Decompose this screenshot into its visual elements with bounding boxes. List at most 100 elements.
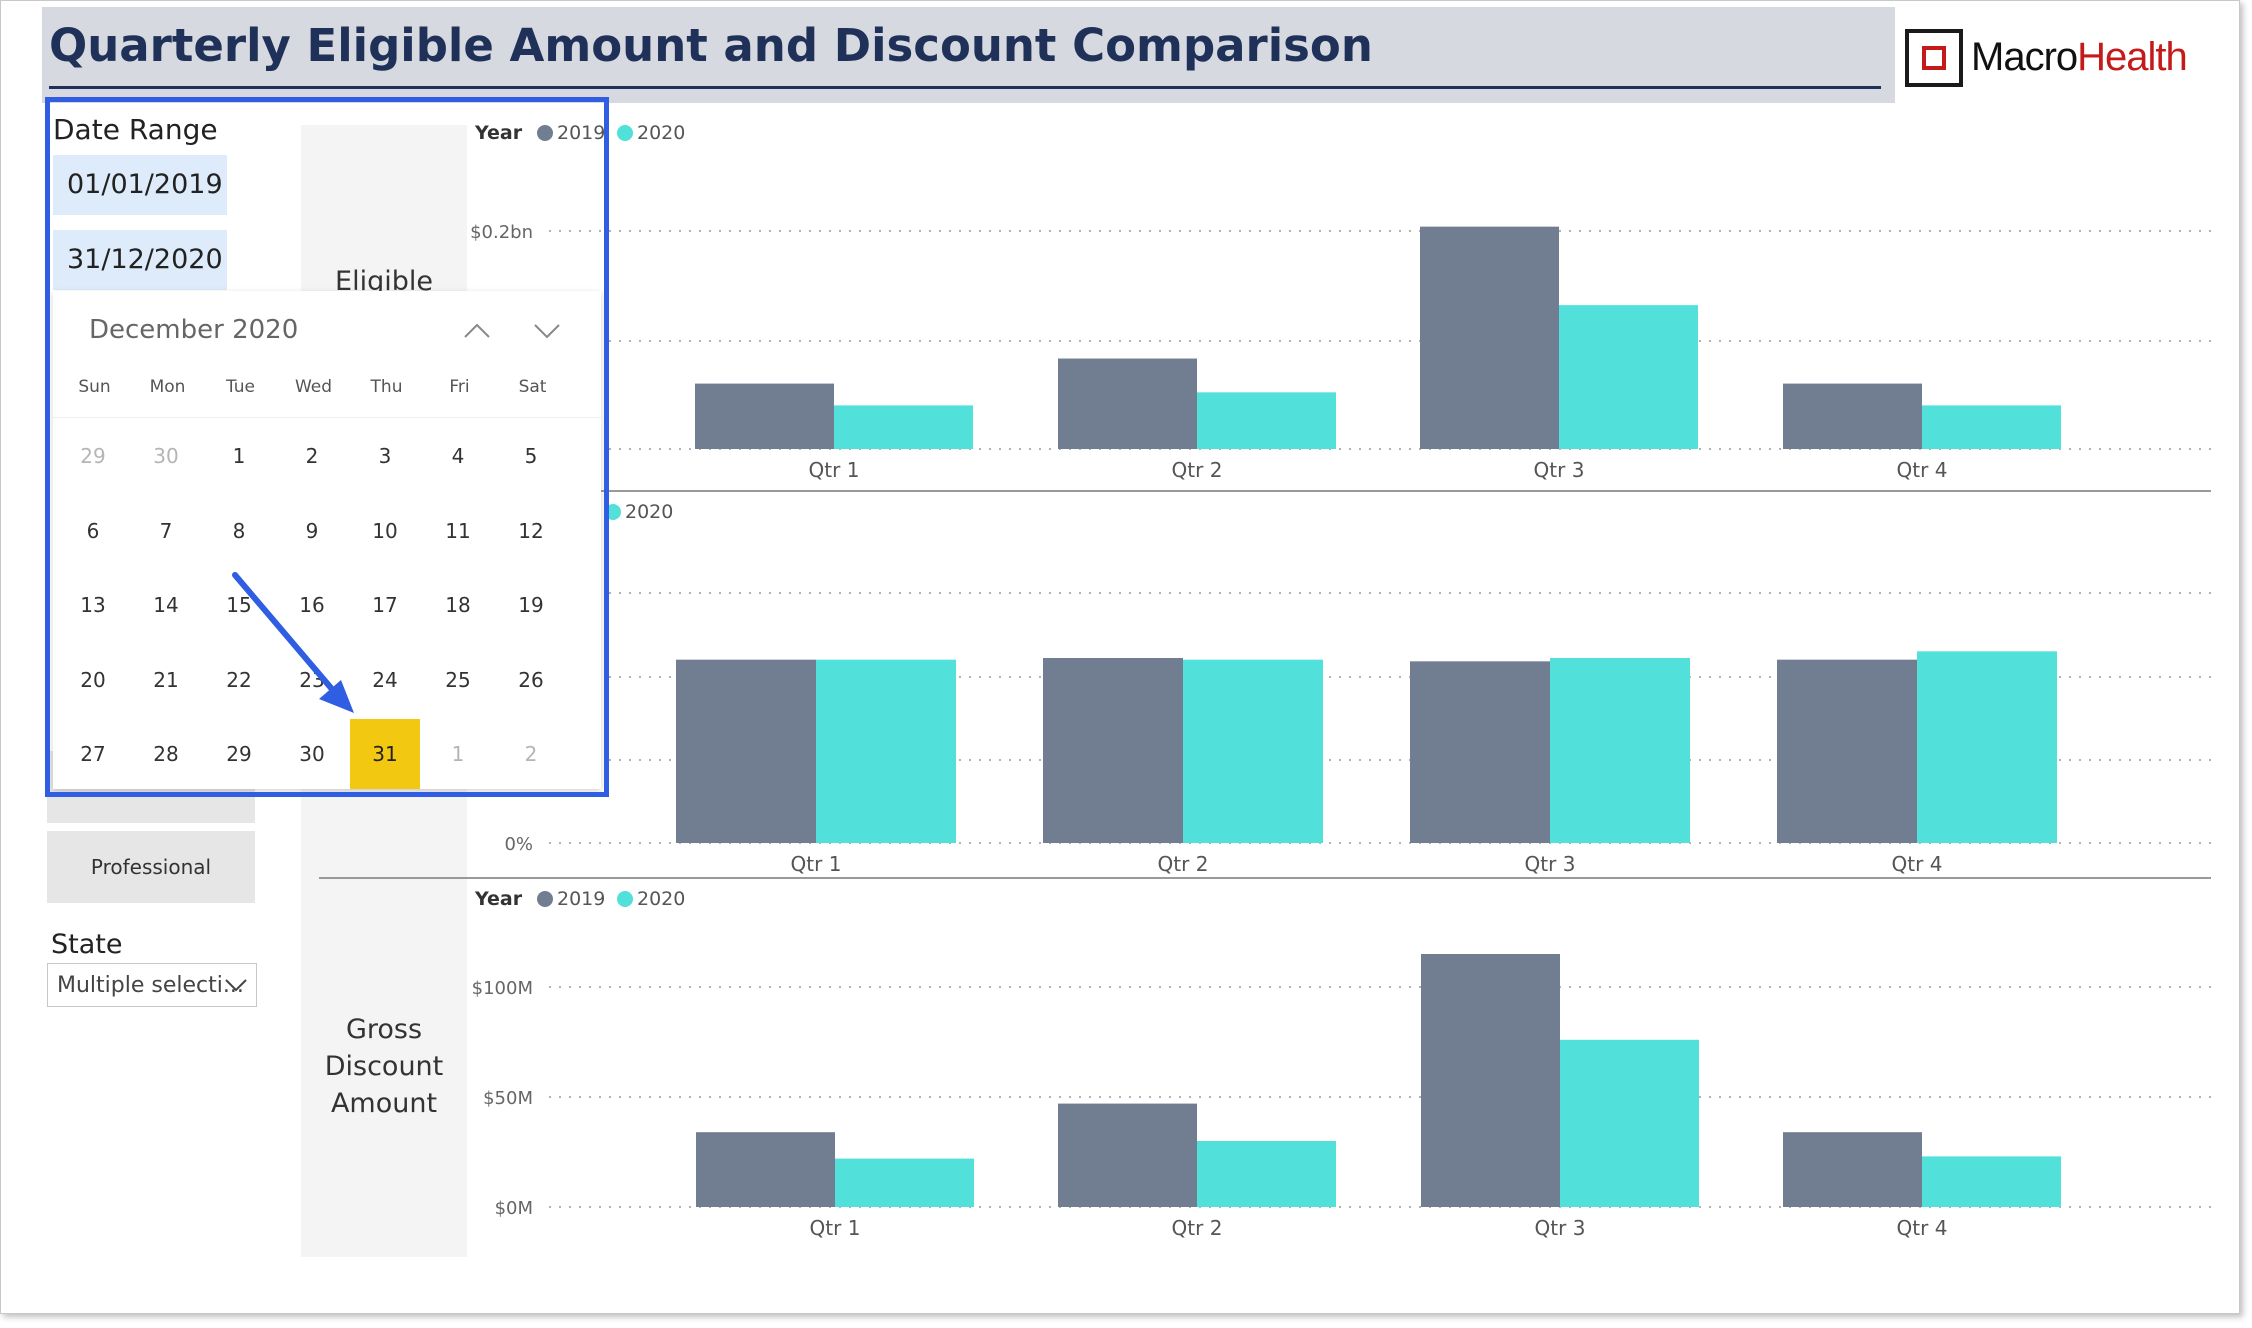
calendar-day[interactable]: 18	[445, 593, 471, 617]
x-category-label: Qtr 2	[1158, 852, 1209, 876]
x-category-label: Qtr 3	[1535, 1216, 1586, 1240]
macrohealth-logo: MacroHealth	[1905, 29, 2205, 93]
legend-marker-2020	[617, 125, 633, 141]
calendar-day[interactable]: 21	[153, 667, 179, 692]
calendar-month-label: December 2020	[89, 315, 299, 345]
x-category-label: Qtr 1	[809, 458, 860, 482]
legend-marker-2020	[617, 891, 633, 907]
legend-title: Year	[474, 888, 523, 910]
legend-label-2020: 2020	[625, 501, 673, 523]
professional-button[interactable]: Professional	[47, 831, 255, 903]
date-range-label: Date Range	[53, 113, 218, 146]
calendar-day[interactable]: 14	[153, 593, 179, 617]
x-category-label: Qtr 3	[1534, 458, 1585, 482]
calendar-day[interactable]: 25	[445, 667, 471, 692]
bar-2020-qtr1	[835, 1158, 974, 1207]
calendar-day[interactable]: 2	[524, 742, 538, 766]
calendar-day[interactable]: 11	[445, 518, 471, 543]
bar-2020-qtr3	[1560, 1039, 1699, 1207]
legend-label-2019: 2019	[557, 122, 605, 144]
y-tick-label: $100M	[472, 978, 533, 999]
calendar-day[interactable]: 2	[305, 444, 319, 468]
calendar-day[interactable]: 3	[378, 444, 392, 468]
calendar-day[interactable]: 28	[153, 742, 179, 766]
bar-2019-qtr2	[1058, 358, 1197, 449]
calendar-day[interactable]: 1	[451, 742, 465, 766]
calendar-day[interactable]: 5	[524, 444, 538, 468]
calendar-day[interactable]: 27	[80, 742, 106, 766]
calendar-day[interactable]: 20	[80, 667, 106, 692]
calendar-day[interactable]: 1	[232, 444, 246, 468]
bar-2019-qtr1	[695, 383, 834, 449]
bar-2019-qtr2	[1058, 1103, 1197, 1207]
next-month-button[interactable]	[527, 313, 567, 347]
bar-2019-qtr2	[1043, 658, 1183, 843]
bar-2019-qtr1	[676, 659, 816, 843]
end-date-input[interactable]: 31/12/2020	[53, 230, 227, 290]
weekday-label: Fri	[449, 377, 470, 397]
y-tick-label: $0.2bn	[470, 222, 533, 243]
calendar-day[interactable]: 4	[451, 444, 465, 468]
calendar-day[interactable]: 6	[86, 518, 100, 543]
logo-text-health: Health	[2077, 35, 2188, 79]
x-category-label: Qtr 2	[1172, 458, 1223, 482]
calendar-day[interactable]: 29	[226, 742, 252, 766]
state-dropdown[interactable]: Multiple selecti...	[47, 963, 257, 1007]
calendar-day[interactable]: 19	[518, 593, 544, 617]
calendar-day[interactable]: 10	[372, 518, 398, 543]
calendar-day[interactable]: 7	[159, 518, 173, 543]
start-date-input[interactable]: 01/01/2019	[53, 155, 227, 215]
weekday-label: Thu	[370, 377, 403, 397]
bar-2020-qtr2	[1197, 392, 1336, 449]
calendar-day-selected[interactable]: 31	[350, 719, 420, 789]
x-category-label: Qtr 4	[1897, 1216, 1948, 1240]
calendar-day[interactable]: 30	[299, 742, 325, 766]
weekday-label: Sat	[518, 377, 547, 397]
bar-2020-qtr1	[834, 405, 973, 449]
title-underline	[49, 86, 1881, 89]
calendar-day[interactable]: 12	[518, 518, 544, 543]
weekday-label: Wed	[294, 377, 333, 397]
gross-discount-label: Gross Discount Amount	[324, 1014, 444, 1119]
x-category-label: Qtr 1	[810, 1216, 861, 1240]
bar-2020-qtr4	[1922, 405, 2061, 449]
bar-2019-qtr1	[696, 1132, 835, 1207]
logo-mark	[1905, 29, 1963, 87]
calendar-day[interactable]: 26	[518, 667, 544, 692]
bar-2019-qtr3	[1410, 661, 1550, 843]
calendar-day[interactable]: 17	[372, 593, 398, 617]
calendar-day[interactable]: 29	[80, 444, 106, 468]
calendar-day[interactable]: 13	[80, 593, 106, 617]
x-category-label: Qtr 4	[1897, 458, 1948, 482]
calendar-day[interactable]: 24	[372, 667, 398, 692]
y-tick-label: $50M	[483, 1088, 533, 1109]
previous-month-button[interactable]	[457, 313, 497, 347]
logo-wordmark: MacroHealth	[1971, 35, 2188, 80]
report-title: Quarterly Eligible Amount and Discount C…	[49, 19, 1373, 72]
chevron-up-icon	[464, 323, 490, 338]
weekday-label: Mon	[149, 377, 186, 397]
bar-2019-qtr4	[1783, 1132, 1922, 1207]
bar-2020-qtr4	[1922, 1156, 2061, 1207]
highlight-outline	[45, 97, 609, 797]
chevron-down-icon	[534, 324, 560, 339]
legend-label-2020: 2020	[637, 122, 685, 144]
calendar-day[interactable]: 9	[305, 518, 319, 543]
bar-2020-qtr3	[1550, 658, 1690, 843]
legend-marker-2019	[537, 891, 553, 907]
calendar-day[interactable]: 30	[153, 444, 179, 468]
legend-label-2020: 2020	[637, 888, 685, 910]
bar-2020-qtr4	[1917, 651, 2057, 843]
logo-mark-inner	[1922, 46, 1946, 70]
bar-2020-qtr2	[1197, 1141, 1336, 1207]
logo-text-macro: Macro	[1971, 35, 2078, 79]
y-tick-label: $0M	[495, 1198, 533, 1219]
bar-2019-qtr3	[1421, 954, 1560, 1207]
calendar-day[interactable]: 8	[232, 518, 246, 543]
legend-title: Year	[474, 122, 523, 144]
bar-2020-qtr1	[816, 659, 956, 843]
bar-2019-qtr3	[1420, 226, 1559, 449]
weekday-label: Tue	[225, 377, 256, 397]
state-dropdown-value: Multiple selecti...	[57, 973, 244, 998]
